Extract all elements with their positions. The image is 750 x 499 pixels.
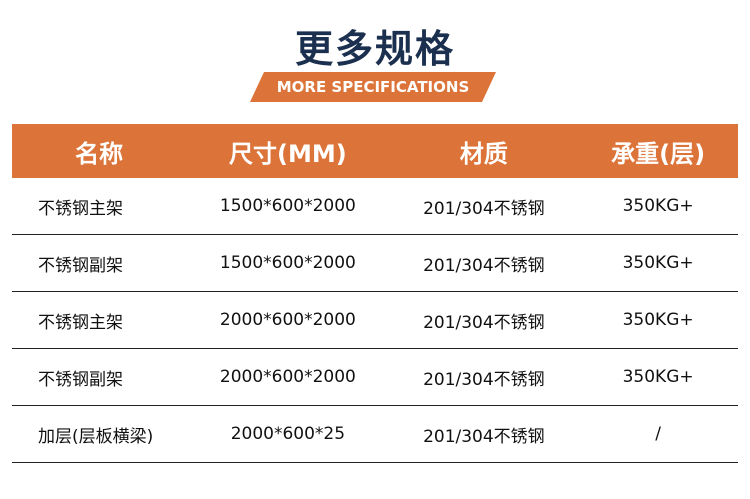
table-cell: / bbox=[578, 405, 738, 463]
table-cell: 1500*600*2000 bbox=[186, 178, 390, 235]
table-row: 不锈钢主架 1500*600*2000 201/304不锈钢 350KG+ bbox=[12, 178, 738, 235]
table-cell: 加层(层板横梁) bbox=[12, 405, 187, 463]
table-cell: 201/304不锈钢 bbox=[389, 234, 579, 292]
column-header: 承重(层) bbox=[578, 124, 738, 178]
table-cell: 不锈钢主架 bbox=[12, 291, 187, 349]
subtitle: MORE SPECIFICATIONS bbox=[276, 78, 470, 96]
table-cell: 2000*600*2000 bbox=[186, 291, 390, 349]
table-row: 不锈钢副架 2000*600*2000 201/304不锈钢 350KG+ bbox=[12, 348, 738, 406]
column-header: 尺寸(MM) bbox=[186, 124, 390, 178]
table-cell: 201/304不锈钢 bbox=[389, 291, 579, 349]
table-cell: 350KG+ bbox=[578, 348, 738, 406]
table-cell: 350KG+ bbox=[578, 291, 738, 349]
table-cell: 不锈钢主架 bbox=[12, 178, 187, 235]
table-cell: 201/304不锈钢 bbox=[389, 405, 579, 463]
subtitle-banner: MORE SPECIFICATIONS bbox=[250, 72, 496, 102]
table-row: 加层(层板横梁) 2000*600*25 201/304不锈钢 / bbox=[12, 405, 738, 463]
table-cell: 350KG+ bbox=[578, 178, 738, 235]
table-cell: 不锈钢副架 bbox=[12, 348, 187, 406]
table-row: 不锈钢副架 1500*600*2000 201/304不锈钢 350KG+ bbox=[12, 234, 738, 292]
table-cell: 不锈钢副架 bbox=[12, 234, 187, 292]
table-cell: 2000*600*2000 bbox=[186, 348, 390, 406]
table-cell: 1500*600*2000 bbox=[186, 234, 390, 292]
column-header: 名称 bbox=[12, 124, 187, 178]
spec-table: 名称 尺寸(MM) 材质 承重(层) 不锈钢主架 1500*600*2000 201/30… bbox=[12, 124, 738, 463]
table-row: 不锈钢主架 2000*600*2000 201/304不锈钢 350KG+ bbox=[12, 291, 738, 349]
table-cell: 201/304不锈钢 bbox=[389, 348, 579, 406]
title: 更多规格 bbox=[294, 27, 455, 71]
table-cell: 201/304不锈钢 bbox=[389, 178, 579, 235]
column-header: 材质 bbox=[389, 124, 579, 178]
table-cell: 2000*600*25 bbox=[186, 405, 390, 463]
banner-shape bbox=[250, 72, 496, 102]
table-cell: 350KG+ bbox=[578, 234, 738, 292]
